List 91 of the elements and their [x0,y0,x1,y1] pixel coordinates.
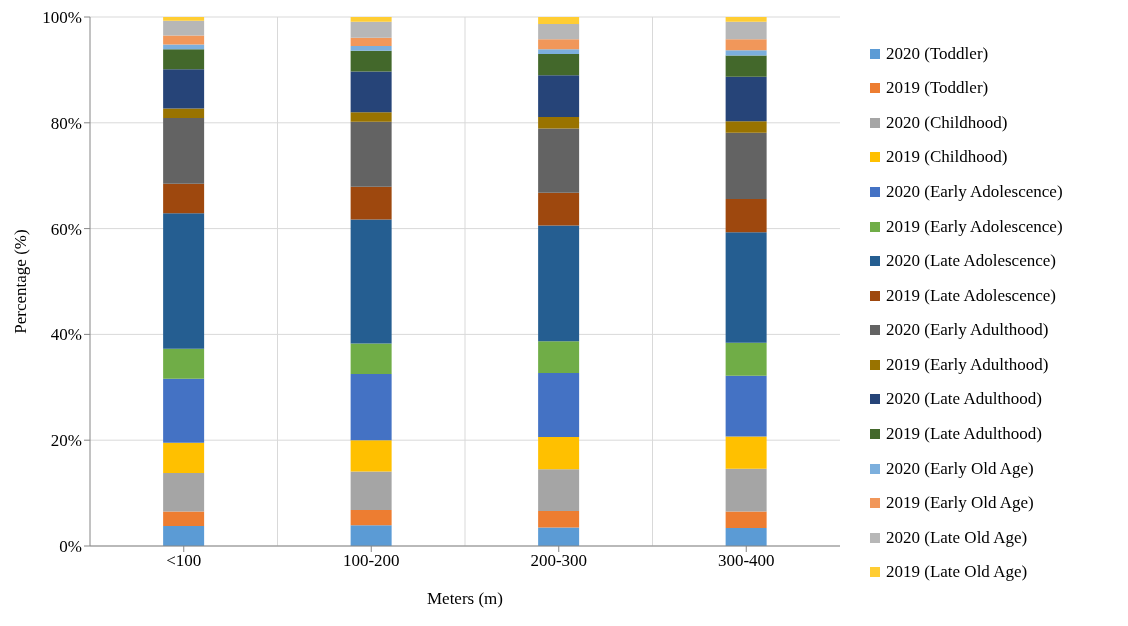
bar [350,471,392,511]
bar [538,23,580,40]
bar [163,511,205,526]
bar [350,525,392,546]
y-tick-label: 100% [42,8,82,28]
bar [163,118,205,184]
bar [163,17,205,21]
x-axis-title: Meters (m) [426,589,504,608]
bar [350,112,392,122]
y-tick-label: 80% [50,113,82,133]
bar [163,525,205,546]
bar [350,510,392,526]
legend-label: 2019 (Late Old Age) [886,562,1028,583]
legend-label: 2019 (Late Adolescence) [886,285,1056,306]
bar [163,69,205,109]
bar [725,468,767,512]
y-axis-title: Percentage (%) [11,229,31,334]
bar [538,469,580,512]
bar [725,528,767,546]
bar [163,20,205,36]
bar [538,192,580,226]
bar [163,183,205,214]
y-tick-label: 60% [50,219,82,239]
bar [350,46,392,51]
bar [725,21,767,40]
bar [350,21,392,38]
legend-label: 2019 (Early Adulthood) [886,354,1049,375]
bar [538,128,580,193]
bar [163,35,205,45]
bar [350,50,392,72]
bar [538,39,580,50]
legend-label: 2019 (Late Adulthood) [886,424,1042,445]
x-tick-label: 200-300 [530,551,588,571]
x-tick-label: 100-200 [342,551,400,571]
bar [538,225,580,342]
bar [350,186,392,220]
legend-label: 2020 (Late Old Age) [886,527,1028,548]
bar [163,49,205,70]
bar [725,17,767,22]
legend-label: 2020 (Early Old Age) [886,458,1034,479]
bar [350,374,392,441]
bar [350,37,392,47]
bar [163,442,205,473]
bar [725,50,767,56]
bar [163,348,205,379]
bar [350,121,392,187]
legend-label: 2020 (Early Adulthood) [886,320,1049,341]
legend-label: 2019 (Early Adolescence) [886,216,1063,237]
bar [350,343,392,375]
legend-label: 2019 (Toddler) [886,78,989,99]
legend-label: 2020 (Toddler) [886,43,989,64]
bar [725,232,767,343]
legend-label: 2020 (Late Adolescence) [886,251,1056,272]
bar [725,342,767,376]
bar [538,511,580,528]
legend-label: 2020 (Early Adolescence) [886,181,1063,202]
bar [350,71,392,113]
bar [538,49,580,55]
bar [538,54,580,76]
y-tick-label: 0% [59,537,82,557]
bar [163,378,205,443]
x-tick-label: 300-400 [717,551,775,571]
legend-label: 2020 (Late Adulthood) [886,389,1042,410]
y-tick-label: 20% [50,431,82,451]
bar [725,121,767,133]
bar [725,39,767,51]
bar [350,219,392,344]
bar [350,440,392,472]
bar [538,116,580,129]
bar [725,76,767,122]
bar [538,527,580,546]
bar [725,55,767,77]
bar [725,511,767,529]
bar [725,132,767,199]
bar [538,17,580,24]
x-tick-label: <100 [166,551,202,571]
bar [725,198,767,233]
legend-label: 2019 (Early Old Age) [886,493,1034,514]
legend-label: 2019 (Childhood) [886,147,1008,168]
bar [725,375,767,437]
bar [350,17,392,22]
bar [538,373,580,438]
bar [163,108,205,119]
legend-label: 2020 (Childhood) [886,112,1008,133]
bar [725,436,767,469]
bar [538,437,580,470]
y-tick-label: 40% [50,325,82,345]
bar [538,341,580,374]
bar [538,75,580,117]
bar [163,213,205,349]
bar [163,473,205,512]
